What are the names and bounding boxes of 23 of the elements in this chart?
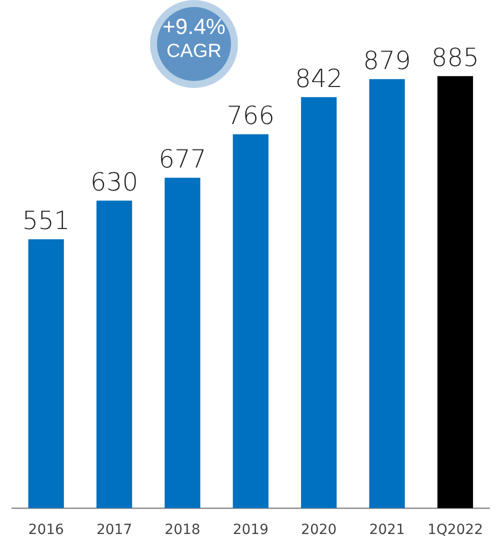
- x-tick-label: 2016: [28, 522, 64, 538]
- bar: [301, 97, 337, 508]
- x-tick-label: 1Q2022: [427, 522, 484, 538]
- x-tick-label: 2019: [232, 522, 268, 538]
- bar: [232, 134, 268, 508]
- x-tick-label: 2018: [164, 522, 200, 538]
- bar: [28, 239, 64, 508]
- data-label: 677: [158, 144, 206, 174]
- text: +9.4%: [162, 14, 226, 40]
- bar: [164, 178, 200, 508]
- bar: [437, 76, 474, 508]
- bar: [96, 200, 132, 508]
- x-tick-label: 2021: [369, 522, 405, 538]
- x-tick-label: 2017: [96, 522, 132, 538]
- data-label: 885: [431, 43, 480, 72]
- data-label: 879: [363, 46, 411, 76]
- data-label: 630: [90, 168, 138, 197]
- data-label: 842: [294, 64, 343, 94]
- text: CAGR: [166, 40, 222, 64]
- x-tick-label: 2020: [301, 522, 337, 538]
- bar: [369, 79, 405, 508]
- data-label: 551: [22, 206, 70, 236]
- data-label: 766: [226, 101, 275, 130]
